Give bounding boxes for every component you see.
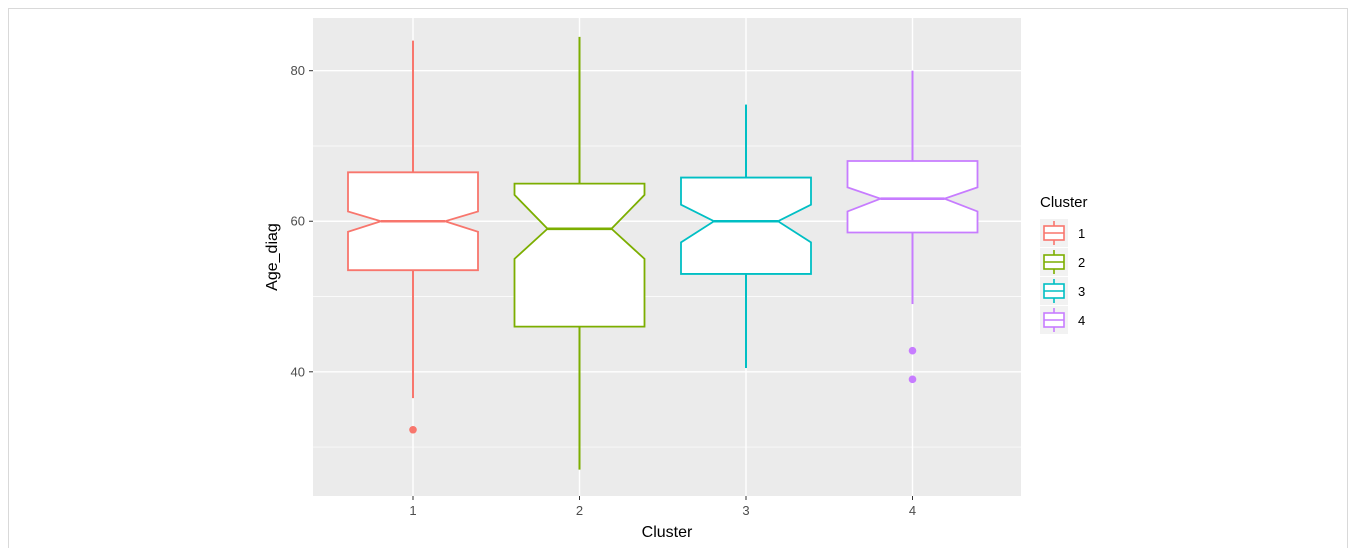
outlier-point [908,375,917,384]
y-tick-label: 40 [291,364,305,379]
y-axis-ticks: 40 60 80 [291,63,313,379]
notched-box [680,176,812,275]
box-cluster-1 [347,40,479,434]
figure-frame [8,8,1348,548]
x-tick-label: 2 [576,503,583,518]
legend-key-4: 4 [1040,306,1085,334]
notched-box [846,160,979,234]
boxes-layer [347,36,979,470]
outlier-point [908,346,917,355]
x-tick-label: 3 [742,503,749,518]
legend-key-3: 3 [1040,277,1085,305]
x-axis-title: Cluster [642,524,693,541]
y-tick-label: 80 [291,63,305,78]
notched-box [513,182,646,328]
box-cluster-4 [846,70,979,384]
y-tick-label: 60 [291,214,305,229]
box-cluster-2 [513,36,646,470]
x-axis-ticks: 1 2 3 4 [409,496,916,518]
box-cluster-3 [680,104,812,369]
legend-label: 4 [1078,313,1085,328]
legend: Cluster 1 2 3 4 [1040,194,1088,334]
y-axis-title: Age_diag [264,223,281,291]
legend-label: 1 [1078,226,1085,241]
x-tick-label: 1 [409,503,416,518]
legend-label: 2 [1078,255,1085,270]
legend-label: 3 [1078,284,1085,299]
x-tick-label: 4 [909,503,916,518]
legend-key-2: 2 [1040,248,1085,276]
outlier-point [409,425,417,434]
legend-title: Cluster [1040,194,1088,211]
legend-key-1: 1 [1040,219,1085,247]
